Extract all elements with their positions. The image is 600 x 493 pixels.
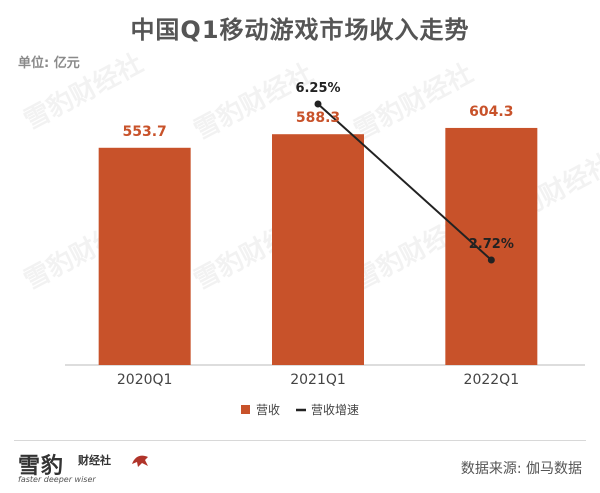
chart-title: 中国Q1移动游戏市场收入走势 — [130, 16, 470, 44]
brand-logo: 雪豹 财经社 faster deeper wiser — [18, 448, 150, 488]
logo-tagline: faster deeper wiser — [18, 475, 96, 484]
x-tick-label: 2020Q1 — [117, 372, 173, 388]
growth-value-label: 2.72% — [469, 237, 514, 252]
x-tick-label: 2022Q1 — [464, 372, 520, 388]
bar-2022Q1 — [445, 127, 538, 366]
bar-value-label: 553.7 — [123, 124, 167, 140]
leopard-icon — [132, 455, 148, 467]
growth-value-label: 6.25% — [295, 81, 340, 96]
footer-divider — [14, 440, 586, 441]
bar-2021Q1 — [272, 134, 364, 365]
bar-value-label: 604.3 — [469, 104, 513, 120]
legend-label-revenue: 营收 — [256, 403, 280, 417]
bar-value-label: 588.3 — [296, 110, 340, 126]
unit-label: 单位: 亿元 — [18, 56, 80, 71]
growth-point — [314, 100, 322, 108]
legend-label-growth: 营收增速 — [311, 403, 359, 417]
growth-line — [317, 103, 493, 261]
data-source: 数据来源: 伽马数据 — [460, 461, 582, 477]
legend: 营收 营收增速 — [241, 403, 359, 417]
watermark-text: 雪豹财经社 — [189, 58, 318, 146]
legend-swatch-revenue — [241, 405, 250, 414]
x-tick-label: 2021Q1 — [290, 372, 346, 388]
logo-main-text: 雪豹 — [18, 453, 65, 479]
logo-sub-text: 财经社 — [78, 454, 111, 467]
growth-point — [487, 256, 495, 264]
bar-2020Q1 — [98, 147, 191, 365]
